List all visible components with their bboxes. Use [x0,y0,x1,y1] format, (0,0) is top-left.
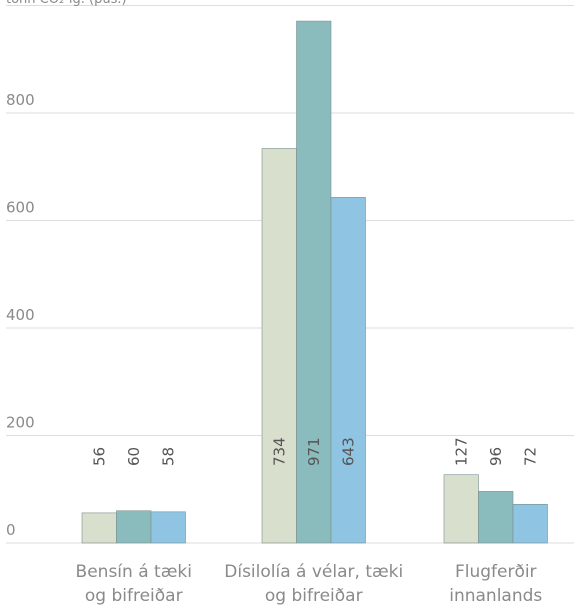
bar [296,20,332,544]
bar-value-label: 58 [159,447,177,466]
category-label: og bifreiðar [85,586,183,606]
category-label: og bifreiðar [265,586,363,606]
y-tick-label: 200 [6,414,35,432]
bar-value-label: 96 [487,447,505,466]
y-tick-label: 400 [6,306,35,324]
category-label: Bensín á tæki [76,562,192,582]
bar-value-label: 643 [339,437,357,466]
bar-value-label: 60 [125,447,143,466]
axis-labels: tonn CO₂-íg. (þús.) 0 200 400 600 800 Bensín á… [6,0,542,606]
bar-value-label: 127 [452,437,470,466]
y-tick-label: 800 [6,91,35,109]
y-tick-label: 0 [6,521,16,539]
bar [150,511,186,544]
bar-value-label: 971 [305,437,323,466]
category-label: innanlands [449,586,542,606]
category-label: Dísilolía á vélar, tæki [224,562,403,582]
bar [116,510,152,544]
bar [512,503,548,544]
bar [443,474,479,544]
category-label: Flugferðir [455,562,537,582]
chart-top-label: tonn CO₂-íg. (þús.) [6,0,127,7]
bar [330,197,366,544]
bar-value-label: 72 [521,447,539,466]
bar [81,512,117,544]
bar-value-label: 56 [90,447,108,466]
bar [261,148,297,544]
bars [81,20,548,544]
y-tick-label: 600 [6,199,35,217]
bar [478,491,514,544]
value-labels: 56 60 58 734 971 643 127 96 72 [90,437,539,466]
bar-value-label: 734 [270,437,288,466]
